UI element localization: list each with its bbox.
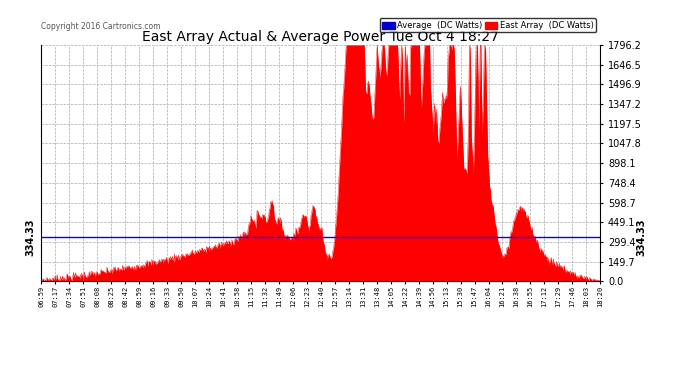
Title: East Array Actual & Average Power Tue Oct 4 18:27: East Array Actual & Average Power Tue Oc…	[142, 30, 500, 44]
Text: Copyright 2016 Cartronics.com: Copyright 2016 Cartronics.com	[41, 22, 161, 31]
Text: 334.33: 334.33	[637, 219, 647, 256]
Text: 334.33: 334.33	[26, 219, 36, 256]
Legend: Average  (DC Watts), East Array  (DC Watts): Average (DC Watts), East Array (DC Watts…	[380, 18, 596, 33]
